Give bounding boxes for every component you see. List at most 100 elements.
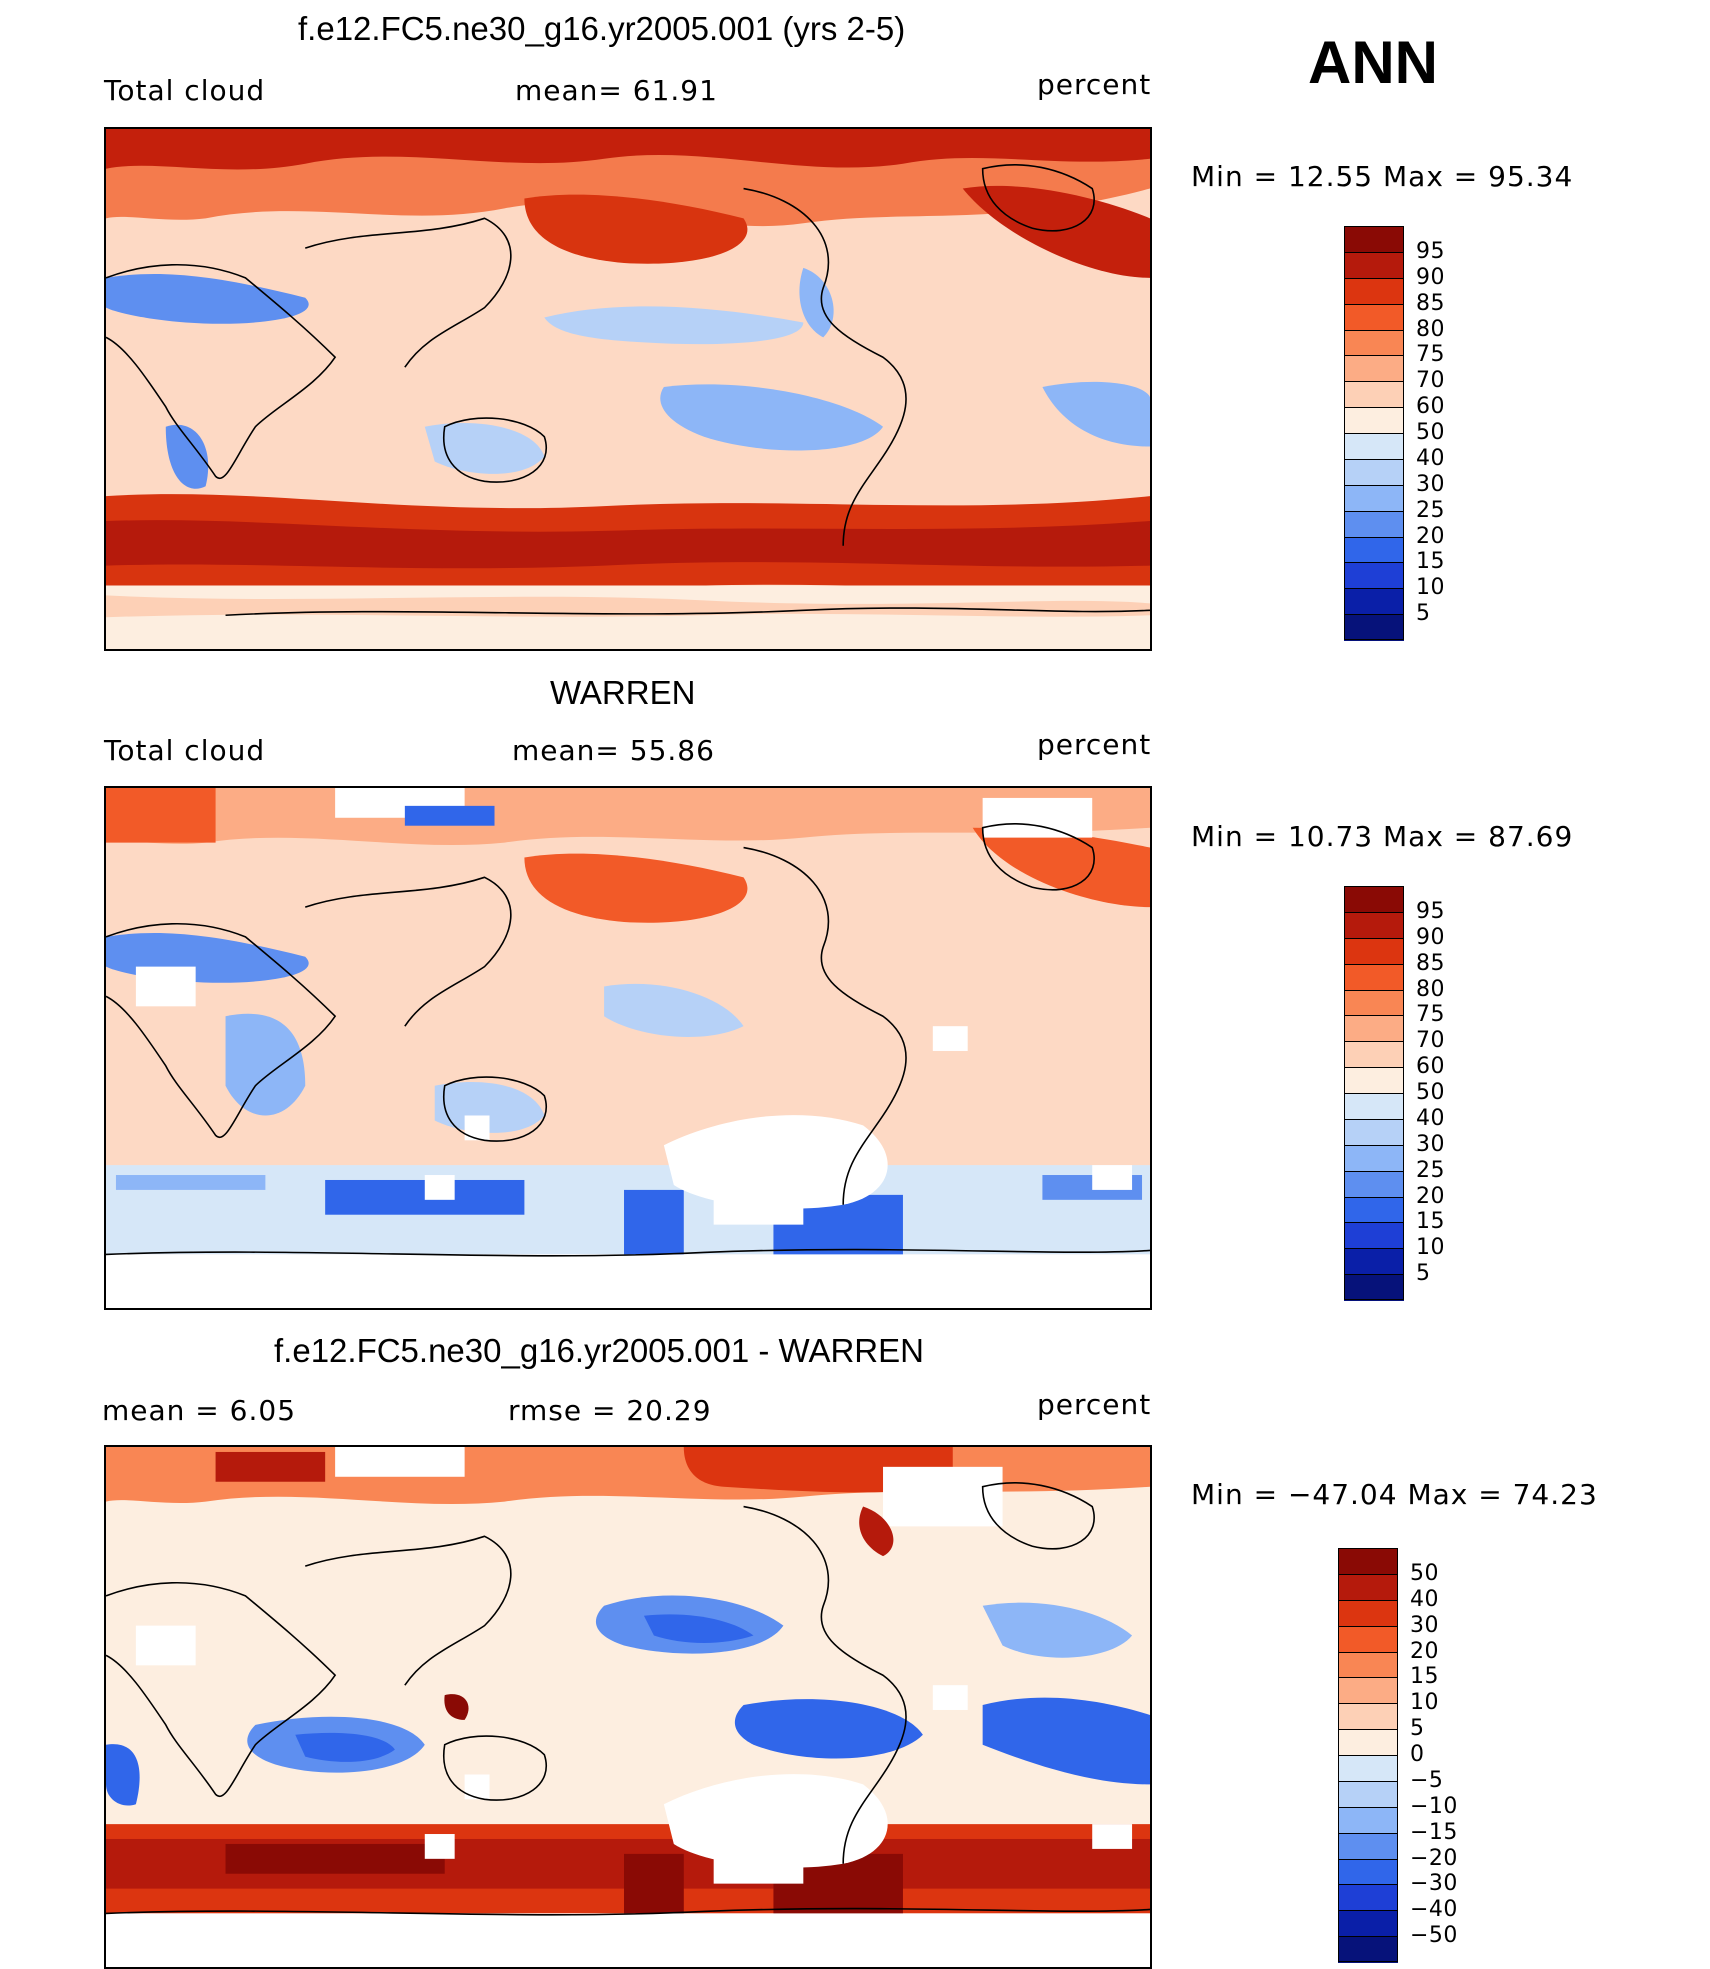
colorbar-segment <box>1338 1677 1398 1704</box>
colorbar-segment <box>1344 989 1404 1016</box>
colorbar-segment <box>1338 1858 1398 1885</box>
colorbar-segment <box>1338 1936 1398 1963</box>
panel-3-mean-label: mean = 6.05 <box>102 1394 297 1427</box>
colorbar-segment <box>1338 1548 1398 1575</box>
colorbar-frame <box>1344 886 1404 1300</box>
panel-2-title: WARREN <box>550 674 696 711</box>
colorbar-segment <box>1338 1625 1398 1652</box>
colorbar-tick-label: 20 <box>1410 1638 1439 1664</box>
colorbar-tick-label: 20 <box>1416 523 1445 549</box>
colorbar-tick-label: 60 <box>1416 394 1445 420</box>
colorbar-segment <box>1344 937 1404 965</box>
colorbar-frame <box>1338 1548 1398 1962</box>
colorbar-segment <box>1338 1780 1398 1808</box>
colorbar-tick-label: 30 <box>1416 471 1445 497</box>
colorbar-segment <box>1344 381 1404 408</box>
colorbar-segment <box>1344 1015 1404 1042</box>
panel-3-colorbar: 50 40 30 20 15 10 5 0 −5 −10 −15 −20 −30 −40 −50 <box>1338 1548 1457 1963</box>
panel-2-contour-field <box>106 788 1150 1308</box>
colorbar-segment <box>1344 614 1404 641</box>
colorbar-tick-label: 5 <box>1410 1716 1425 1742</box>
colorbar-tick-label: 90 <box>1416 924 1445 950</box>
colorbar-segment <box>1338 1755 1398 1782</box>
colorbar-frame <box>1344 226 1404 640</box>
panel-1-minmax-label: Min = 12.55 Max = 95.34 <box>1191 160 1574 193</box>
colorbar-tick-label: 25 <box>1416 1157 1445 1183</box>
colorbar-segment <box>1338 1910 1398 1937</box>
colorbar-tick-label: 10 <box>1416 1235 1445 1261</box>
colorbar-segment <box>1338 1806 1398 1834</box>
colorbar-tick-label: 90 <box>1416 264 1445 290</box>
colorbar-segment <box>1338 1703 1398 1730</box>
colorbar-tick-label: 15 <box>1410 1664 1439 1690</box>
colorbar-tick-label: −50 <box>1410 1923 1458 1949</box>
colorbar-segment <box>1344 407 1404 434</box>
colorbar-segment <box>1344 277 1404 305</box>
panel-1-map <box>104 127 1152 651</box>
panel-3-units-label: percent <box>1037 1388 1152 1421</box>
colorbar-segment <box>1344 1118 1404 1146</box>
colorbar-segment <box>1344 1093 1404 1120</box>
colorbar-segment <box>1344 1196 1404 1223</box>
colorbar-segment <box>1344 1248 1404 1275</box>
colorbar-segment <box>1344 458 1404 486</box>
colorbar-tick-label: 40 <box>1410 1586 1439 1612</box>
colorbar-tick-label: 70 <box>1416 368 1445 394</box>
colorbar-segment <box>1344 1274 1404 1301</box>
panel-3-rmse-label: rmse = 20.29 <box>508 1394 712 1427</box>
colorbar-tick-label: 30 <box>1410 1612 1439 1638</box>
panel-3-map <box>104 1445 1152 1969</box>
colorbar-tick-label: 25 <box>1416 497 1445 523</box>
colorbar-tick-label: 80 <box>1416 316 1445 342</box>
panel-3-contour-field <box>106 1447 1150 1967</box>
colorbar-tick-label: 60 <box>1416 1054 1445 1080</box>
colorbar-tick-label: 15 <box>1416 1209 1445 1235</box>
colorbar-segment <box>1344 1041 1404 1068</box>
panel-1-units-label: percent <box>1037 68 1152 101</box>
colorbar-tick-label: 15 <box>1416 549 1445 575</box>
colorbar-segment <box>1344 303 1404 330</box>
colorbar-segment <box>1344 536 1404 563</box>
colorbar-tick-label: −10 <box>1410 1793 1458 1819</box>
panel-1-colorbar: 95 90 85 80 75 70 60 50 40 30 25 20 15 10 5 <box>1344 226 1445 641</box>
colorbar-tick-label: −30 <box>1410 1871 1458 1897</box>
colorbar-segment <box>1344 355 1404 382</box>
colorbar-segment <box>1344 562 1404 589</box>
colorbar-tick-label: 10 <box>1410 1690 1439 1716</box>
colorbar-segment <box>1344 1144 1404 1172</box>
panel-2-mean-label: mean= 55.86 <box>512 734 715 767</box>
colorbar-segment <box>1344 886 1404 913</box>
colorbar-tick-label: −20 <box>1410 1845 1458 1871</box>
colorbar-segment <box>1338 1599 1398 1627</box>
panel-3-minmax-label: Min = −47.04 Max = 74.23 <box>1191 1478 1598 1511</box>
colorbar-tick-label: 30 <box>1416 1131 1445 1157</box>
panel-2-map <box>104 786 1152 1310</box>
colorbar-segment <box>1338 1832 1398 1859</box>
colorbar-segment <box>1344 510 1404 537</box>
colorbar-tick-label: 95 <box>1416 238 1445 264</box>
colorbar-tick-label: 0 <box>1410 1742 1425 1767</box>
colorbar-tick-label: 40 <box>1416 445 1445 471</box>
colorbar-tick-label: 5 <box>1416 601 1431 627</box>
colorbar-segment <box>1344 329 1404 356</box>
colorbar-tick-label: 85 <box>1416 290 1445 316</box>
colorbar-tick-label: 50 <box>1410 1560 1439 1586</box>
colorbar-segment <box>1344 1067 1404 1094</box>
colorbar-segment <box>1338 1651 1398 1678</box>
panel-2-colorbar: 95 90 85 80 75 70 60 50 40 30 25 20 15 10 5 <box>1344 886 1445 1301</box>
colorbar-segment <box>1338 1573 1398 1601</box>
colorbar-tick-label: 10 <box>1416 575 1445 601</box>
colorbar-segment <box>1344 588 1404 615</box>
colorbar-segment <box>1338 1884 1398 1911</box>
colorbar-tick-label: 20 <box>1416 1183 1445 1209</box>
panel-3-title: f.e12.FC5.ne30_g16.yr2005.001 - WARREN <box>274 1332 924 1369</box>
colorbar-segment <box>1344 1170 1404 1197</box>
colorbar-tick-label: 50 <box>1416 420 1445 445</box>
colorbar-tick-label: 75 <box>1416 342 1445 368</box>
panel-1-title: f.e12.FC5.ne30_g16.yr2005.001 (yrs 2-5) <box>298 10 906 47</box>
colorbar-tick-label: −15 <box>1410 1819 1458 1845</box>
colorbar-tick-label: 5 <box>1416 1261 1431 1287</box>
panel-1-mean-label: mean= 61.91 <box>515 74 718 107</box>
colorbar-segment <box>1344 433 1404 460</box>
colorbar-tick-label: 85 <box>1416 950 1445 976</box>
